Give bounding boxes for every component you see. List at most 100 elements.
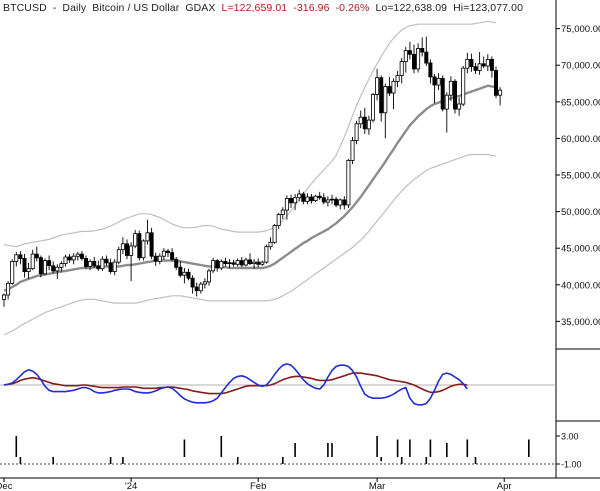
candle-body (235, 260, 240, 265)
candle (411, 44, 416, 74)
upper-band-line (3, 20, 497, 248)
candle-body (329, 198, 334, 201)
candle-body (317, 195, 322, 199)
candle (120, 237, 125, 255)
candle (116, 246, 121, 265)
candle-body (145, 232, 150, 242)
candle (112, 259, 117, 276)
candle (137, 230, 142, 261)
candle (452, 79, 457, 114)
candle (43, 258, 48, 276)
candle (457, 97, 462, 116)
candle-body (34, 253, 39, 259)
candle (350, 136, 355, 165)
candle-body (481, 63, 486, 67)
candle (321, 193, 326, 205)
instrument-description: Bitcoin / US Dollar (92, 2, 180, 14)
candle (342, 196, 347, 210)
x-tick-label: Feb (250, 481, 266, 491)
candle-body (206, 270, 211, 283)
candle-body (473, 66, 478, 71)
candle-body (186, 271, 191, 279)
candle-body (293, 197, 298, 204)
candle (215, 259, 220, 272)
candle-body (346, 159, 351, 206)
candle (469, 53, 474, 72)
candle (153, 252, 158, 266)
candle (264, 244, 269, 264)
candle (428, 59, 433, 84)
candle (182, 267, 187, 284)
candle-body (14, 254, 19, 262)
candle (391, 78, 396, 110)
candle-body (440, 78, 445, 110)
candle-body (301, 193, 306, 202)
candle (444, 92, 449, 133)
candle-body (469, 59, 474, 68)
candle-body (342, 199, 347, 206)
candle (395, 71, 400, 88)
candle (157, 253, 162, 265)
y-tick-label: 75,000.00 (561, 24, 600, 35)
candle-body (375, 77, 380, 95)
candle (141, 239, 146, 261)
candle (436, 73, 441, 91)
candle-body (47, 260, 52, 267)
candle (485, 54, 490, 72)
candle (334, 196, 339, 208)
candle-body (190, 277, 195, 288)
y-tick-label: 55,000.00 (561, 171, 600, 182)
candle-body (79, 253, 84, 259)
candle-body (67, 256, 72, 261)
candle (30, 249, 35, 271)
candle-body (182, 271, 187, 276)
candle-body (432, 76, 437, 86)
candle (129, 242, 134, 282)
candle (416, 43, 421, 73)
candle (51, 261, 56, 274)
candle-body (178, 266, 183, 276)
candle-body (325, 199, 330, 203)
candle-body (276, 214, 281, 226)
candle (104, 255, 109, 266)
candle-body (272, 225, 277, 243)
candle-body (141, 240, 146, 259)
candle (301, 191, 306, 205)
candle-body (10, 260, 15, 284)
candle-body (370, 94, 375, 121)
candle-body (174, 258, 179, 268)
candle-body (75, 253, 80, 257)
candle-body (71, 255, 76, 261)
candle (481, 56, 486, 69)
candle (47, 255, 52, 271)
candle-body (63, 256, 68, 264)
candle-body (358, 116, 363, 125)
candle-body (153, 255, 158, 262)
candle (420, 37, 425, 57)
candle (432, 74, 437, 104)
candle (79, 251, 84, 261)
candle-body (477, 63, 482, 71)
candle (198, 281, 203, 294)
candle (424, 36, 429, 66)
candle (260, 260, 265, 266)
candle-body (379, 77, 384, 114)
candle-body (395, 75, 400, 82)
candle-body (428, 62, 433, 78)
candle (133, 229, 138, 249)
candle-body (448, 80, 453, 96)
candle-body (129, 245, 134, 256)
candle-body (256, 261, 261, 265)
candle-body (51, 265, 56, 272)
candle-body (334, 198, 339, 206)
candle (288, 194, 293, 208)
candle-body (383, 86, 388, 114)
candle-body (264, 246, 269, 263)
candle (84, 255, 89, 269)
candle (366, 115, 371, 135)
candle (235, 258, 240, 267)
period: Daily (62, 2, 87, 14)
candle-body (84, 257, 89, 267)
x-tick-label: Apr (497, 481, 512, 491)
